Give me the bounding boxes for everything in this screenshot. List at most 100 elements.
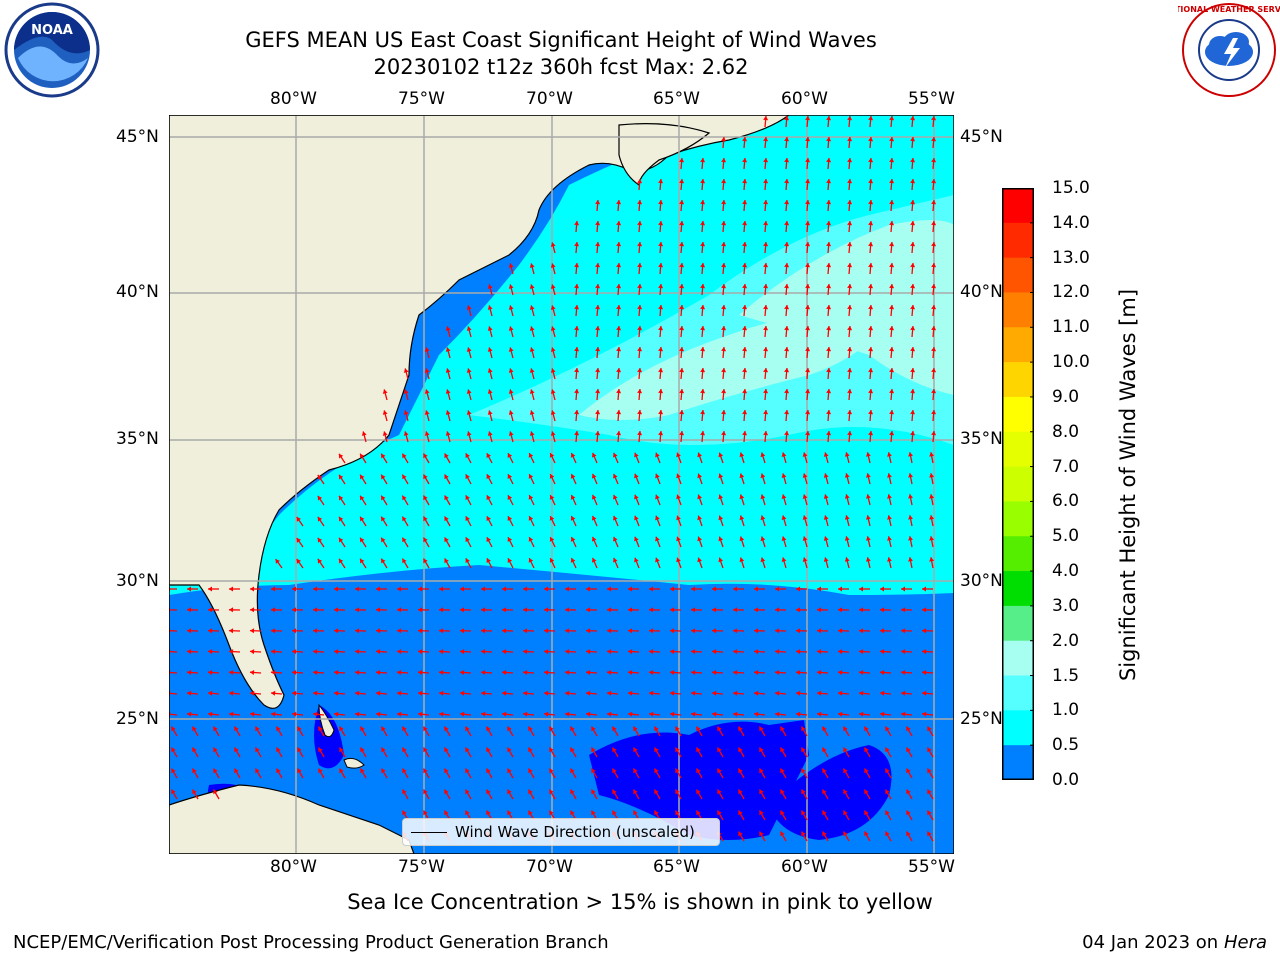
wave-direction-arrowhead: [700, 242, 706, 247]
wave-direction-arrowhead: [250, 690, 255, 696]
wave-direction-arrowhead: [424, 410, 430, 415]
wave-direction-arrowhead: [633, 726, 638, 732]
wave-direction-arrowhead: [376, 586, 380, 592]
wave-direction-arrowhead: [805, 221, 811, 226]
wave-direction-arrowhead: [628, 607, 633, 613]
wave-direction-arrowhead: [507, 495, 513, 500]
wave-direction-arrowhead: [712, 628, 717, 634]
colorbar-segment: [1002, 675, 1034, 711]
wave-direction-arrowhead: [595, 305, 601, 310]
wave-direction-arrowhead: [658, 368, 664, 373]
wave-direction-arrowhead: [742, 431, 748, 436]
ocean-2-3m-patch: [739, 220, 954, 395]
wave-direction-arrowhead: [549, 537, 555, 542]
wave-direction-arrowhead: [760, 494, 766, 500]
wave-direction-arrowhead: [801, 831, 806, 837]
wave-direction-arrowhead: [679, 410, 685, 415]
wave-direction-arrowhead: [742, 221, 748, 226]
wave-direction-arrowhead: [721, 263, 727, 268]
wave-direction-arrowhead: [381, 474, 386, 480]
wave-direction-arrowhead: [868, 347, 874, 352]
wave-direction-arrowhead: [361, 431, 367, 436]
wave-direction-arrowhead: [910, 347, 916, 352]
lat-tick-right: 40°N: [960, 282, 1003, 302]
wave-direction-arrowhead: [250, 607, 255, 613]
wave-direction-arrowhead: [885, 831, 890, 837]
wave-direction-arrowhead: [675, 789, 680, 795]
lon-tick-bottom: 55°W: [908, 857, 955, 877]
wave-direction-arrowhead: [271, 711, 276, 717]
wave-direction-arrowhead: [742, 242, 748, 247]
wave-direction-arrowhead: [402, 453, 407, 459]
wave-direction-arrowhead: [805, 137, 811, 142]
wave-direction-arrowhead: [634, 515, 639, 521]
wave-direction-arrowhead: [616, 368, 622, 373]
wave-direction-arrowhead: [784, 368, 790, 373]
wave-direction-arrowhead: [508, 389, 514, 394]
colorbar-segment: [1002, 466, 1034, 502]
wave-direction-arrowhead: [887, 536, 892, 541]
wave-direction-arrowhead: [718, 452, 724, 458]
wave-direction-arrowhead: [910, 326, 916, 331]
wave-direction-arrowhead: [418, 690, 423, 696]
wave-direction-arrowhead: [487, 389, 493, 394]
wave-direction-arrowhead: [637, 221, 643, 226]
wave-direction-arrowhead: [742, 137, 748, 142]
wave-direction-arrowhead: [355, 586, 359, 592]
wave-direction-arrowhead: [445, 389, 451, 394]
lat-tick-right: 25°N: [960, 709, 1003, 729]
wave-direction-arrowhead: [481, 628, 486, 634]
wave-direction-arrowhead: [616, 263, 622, 268]
wave-direction-arrowhead: [655, 494, 660, 500]
wave-direction-arrowhead: [826, 431, 832, 436]
wave-direction-arrowhead: [381, 516, 386, 522]
colorbar-tick: 0.5: [1052, 735, 1080, 756]
wave-direction-arrowhead: [550, 284, 556, 289]
wave-direction-arrowhead: [586, 649, 591, 655]
wave-direction-arrowhead: [549, 810, 554, 816]
wave-direction-arrowhead: [574, 284, 580, 289]
wave-direction-arrowhead: [360, 453, 365, 459]
wave-direction-arrowhead: [721, 284, 727, 289]
wave-direction-arrowhead: [679, 263, 685, 268]
wave-direction-arrowhead: [418, 607, 423, 613]
wave-direction-arrowhead: [781, 452, 787, 457]
wave-direction-arrowhead: [805, 389, 811, 394]
wave-direction-arrowhead: [670, 690, 675, 696]
wave-direction-arrowhead: [460, 586, 464, 592]
wave-direction-arrowhead: [424, 368, 430, 373]
wave-direction-arrowhead: [847, 347, 853, 352]
wave-direction-arrowhead: [655, 536, 660, 542]
bahamas-island: [318, 703, 335, 738]
wave-direction-arrowhead: [691, 586, 695, 592]
wave-direction-arrowhead: [529, 368, 535, 373]
wave-direction-arrowhead: [733, 690, 738, 696]
wave-direction-arrowhead: [931, 179, 937, 184]
lat-tick-left: 30°N: [116, 571, 159, 591]
wave-direction-arrowhead: [595, 200, 601, 205]
wave-direction-arrowhead: [697, 473, 702, 479]
wave-direction-arrowhead: [742, 368, 748, 373]
wave-direction-arrowhead: [313, 586, 317, 592]
wave-direction-arrowhead: [679, 326, 685, 331]
wave-direction-arrowhead: [255, 726, 260, 732]
wave-direction-arrowhead: [859, 607, 864, 613]
wave-direction-arrowhead: [317, 495, 323, 501]
wave-direction-arrowhead: [529, 284, 535, 289]
wave-direction-arrowhead: [502, 628, 507, 634]
wave-direction-arrowhead: [801, 747, 806, 753]
wave-direction-arrowhead: [784, 410, 790, 415]
wave-direction-arrowhead: [679, 242, 685, 247]
wave-direction-arrowhead: [334, 586, 338, 592]
wave-direction-arrowhead: [763, 221, 769, 226]
wave-direction-arrowhead: [859, 670, 864, 675]
wave-direction-arrowhead: [402, 474, 407, 480]
wave-direction-arrowhead: [847, 326, 853, 331]
wave-direction-arrowhead: [637, 368, 643, 373]
wave-direction-arrowhead: [676, 515, 681, 521]
wave-direction-arrowhead: [213, 768, 218, 774]
colorbar-frame: [1002, 188, 1034, 780]
wave-direction-arrowhead: [292, 670, 297, 675]
wave-direction-arrowhead: [847, 137, 853, 142]
wave-direction-arrowhead: [487, 347, 493, 352]
